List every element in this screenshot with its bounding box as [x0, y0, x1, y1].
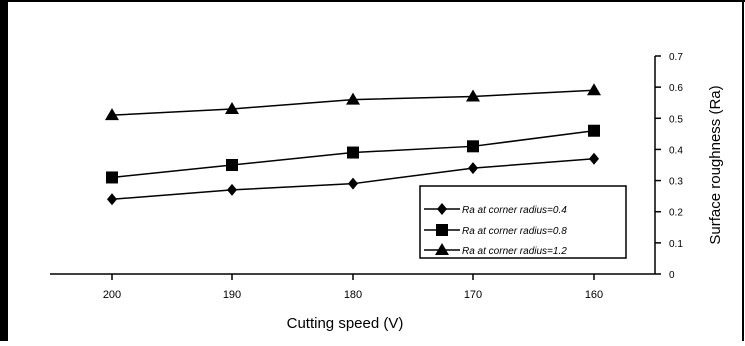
- data-point-triangle: [587, 83, 601, 96]
- series-group: [105, 83, 601, 206]
- data-point-triangle: [225, 101, 239, 114]
- y-tick-label: 0.2: [669, 208, 683, 219]
- legend-label: Ra at corner radius=0.8: [462, 226, 567, 237]
- x-tick-label: 190: [223, 289, 241, 301]
- y-tick-label: 0.4: [669, 145, 683, 156]
- y-tick-label: 0: [669, 270, 675, 281]
- y-tick-label: 0.1: [669, 239, 683, 250]
- y-tick-label: 0.6: [669, 83, 683, 94]
- legend-marker-square: [436, 224, 448, 236]
- x-axis-title: Cutting speed (V): [287, 315, 404, 332]
- legend-label: Ra at corner radius=1.2: [462, 246, 567, 257]
- data-point-diamond: [468, 162, 478, 175]
- x-tick-label: 160: [585, 289, 603, 301]
- data-point-square: [467, 140, 479, 153]
- y-tick-label: 0.5: [669, 114, 683, 125]
- data-point-diamond: [227, 183, 237, 196]
- data-point-diamond: [107, 193, 117, 206]
- legend-box: [419, 185, 627, 259]
- data-point-square: [347, 146, 359, 159]
- data-point-diamond: [589, 152, 599, 165]
- data-point-triangle: [346, 92, 360, 105]
- legend: Ra at corner radius=0.4 Ra at corner radi…: [419, 185, 627, 259]
- legend-items: Ra at corner radius=0.4 Ra at corner radi…: [424, 203, 567, 257]
- y-axis-title: Surface roughness (Ra): [707, 85, 724, 244]
- data-point-square: [226, 159, 238, 171]
- y-tick-label: 0.7: [669, 52, 683, 63]
- x-tick-label: 180: [344, 289, 362, 301]
- data-point-square: [106, 171, 118, 184]
- data-point-triangle: [105, 108, 119, 121]
- x-tick-label: 200: [103, 289, 121, 301]
- x-tick-label: 170: [464, 289, 482, 301]
- data-point-diamond: [348, 177, 358, 190]
- data-point-square: [588, 124, 600, 137]
- y-tick-label: 0.3: [669, 177, 683, 188]
- legend-label: Ra at corner radius=0.4: [462, 205, 567, 216]
- legend-marker-diamond: [437, 203, 447, 215]
- legend-marker-triangle: [435, 243, 449, 255]
- tick-group: 200 190 180 170 160 0 0.1 0.2 0.3 0.4 0.5 0.6 0.7: [103, 52, 684, 301]
- data-point-triangle: [466, 89, 480, 102]
